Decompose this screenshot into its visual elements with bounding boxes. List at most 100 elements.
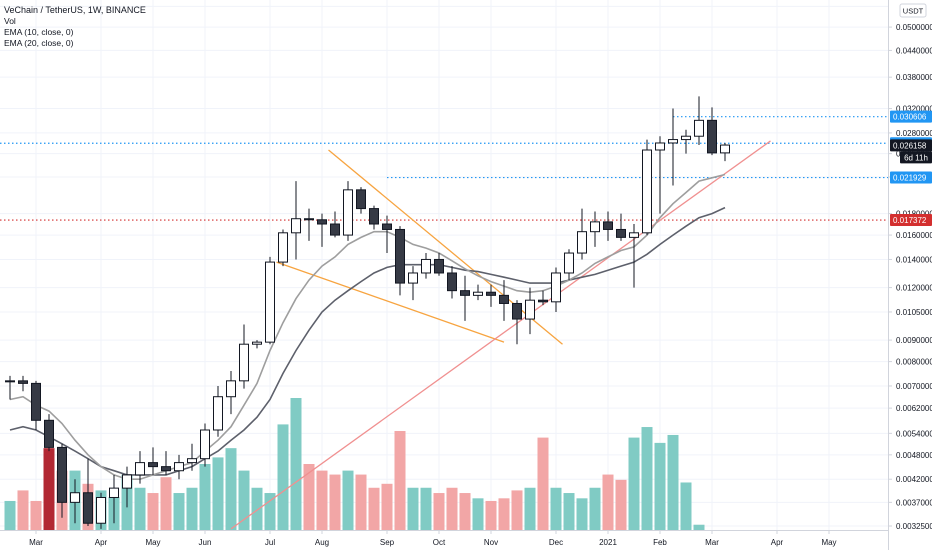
candle <box>668 108 678 186</box>
price-label-text: 0.021929 <box>893 174 927 183</box>
volume-bar <box>43 448 55 530</box>
candle-body <box>707 119 717 154</box>
candle <box>707 107 717 156</box>
price-tick-label: 0.0080000 <box>896 358 932 367</box>
candle <box>252 340 262 349</box>
candle-body <box>551 272 561 303</box>
volume-bar <box>680 482 692 530</box>
time-tick-label: Sep <box>380 538 395 547</box>
price-tick-label: 0.0440000 <box>896 46 932 55</box>
volume-bar <box>186 487 198 530</box>
candle-body <box>473 291 483 296</box>
candle <box>694 96 704 146</box>
time-tick-label: Jul <box>265 538 275 547</box>
volume-bar <box>4 500 16 530</box>
candle-body <box>239 343 249 382</box>
price-tick-label: 0.0037000 <box>896 498 932 507</box>
volume-bar <box>394 431 406 530</box>
grid-lines <box>0 0 888 530</box>
candle-body <box>629 232 639 238</box>
volume-bar <box>277 424 289 530</box>
candle-body <box>408 272 418 284</box>
price-tick-label: 0.0032500 <box>896 522 932 531</box>
candle <box>174 454 184 480</box>
volume-bar <box>381 483 393 530</box>
price-label: 0.030606 <box>890 110 932 123</box>
candle <box>577 208 587 260</box>
candles <box>5 96 730 529</box>
candle-body <box>148 462 158 468</box>
volume-bar <box>628 437 640 530</box>
candle <box>486 284 496 307</box>
candle <box>148 447 158 475</box>
candle <box>291 181 301 260</box>
candle <box>460 275 470 321</box>
candle <box>720 142 730 162</box>
volume-bar <box>368 487 380 530</box>
candle-body <box>83 492 93 524</box>
price-tick-label: 0.0280000 <box>896 129 932 138</box>
time-axis-bg <box>0 530 888 550</box>
volume-bar <box>290 398 302 530</box>
price-label: 0.021929 <box>890 171 932 184</box>
candle-body <box>590 221 600 233</box>
time-tick-label: May <box>145 538 160 547</box>
candle-body <box>356 189 366 210</box>
volume-bar <box>667 434 679 530</box>
candle <box>551 267 561 312</box>
price-label-text: 0.017372 <box>893 216 927 225</box>
volume-bar <box>264 493 276 530</box>
candle-body <box>200 429 210 460</box>
legend-vol: Vol <box>4 16 16 26</box>
volume-bar <box>602 474 614 530</box>
legend-title: VeChain / TetherUS, 1W, BINANCE <box>4 5 146 15</box>
candle <box>187 443 197 471</box>
volume-bar <box>238 470 250 530</box>
price-labels: 0.0306060.0264600.0261580.0219290.017372… <box>890 110 932 227</box>
volume-bar <box>472 498 484 530</box>
candle <box>226 370 236 415</box>
candle-body <box>421 258 431 274</box>
price-tick-label: 0.0105000 <box>896 308 932 317</box>
candle-body <box>252 341 262 345</box>
volume-bar <box>641 427 653 530</box>
price-axis-bg <box>888 0 932 550</box>
volume-bar <box>693 524 705 530</box>
volume-bar <box>537 437 549 530</box>
volume-bar <box>173 493 185 530</box>
price-tick-label: 0.0500000 <box>896 23 932 32</box>
candle-body <box>304 218 314 221</box>
candle <box>330 211 340 238</box>
price-tick-label: 0.0048000 <box>896 451 932 460</box>
candle <box>161 451 171 475</box>
candle <box>538 290 548 306</box>
candle <box>642 139 652 236</box>
volume-bar <box>615 479 627 530</box>
candle-body <box>525 299 535 320</box>
candle-body <box>70 492 80 503</box>
candle-body <box>291 218 301 234</box>
volume-bar <box>524 487 536 530</box>
candle-body <box>564 252 574 274</box>
trend-line-rising-trend <box>230 140 771 530</box>
time-tick-label: Nov <box>484 538 498 547</box>
candle-body <box>720 144 730 154</box>
candle <box>512 300 522 345</box>
price-label-box <box>890 171 932 184</box>
price-tick-label: 0.0070000 <box>896 382 932 391</box>
time-tick-label: Oct <box>433 538 446 547</box>
candle <box>317 213 327 247</box>
time-tick-label: May <box>821 538 836 547</box>
volume-bar <box>576 498 588 530</box>
candle <box>395 226 405 296</box>
time-tick-label: Mar <box>29 538 43 547</box>
volume-bar <box>446 487 458 530</box>
candle <box>304 208 314 241</box>
candle <box>382 215 392 254</box>
candle <box>5 375 15 400</box>
candle-body <box>174 462 184 472</box>
candle-body <box>213 396 223 431</box>
legend: VeChain / TetherUS, 1W, BINANCE Vol EMA … <box>4 5 146 49</box>
